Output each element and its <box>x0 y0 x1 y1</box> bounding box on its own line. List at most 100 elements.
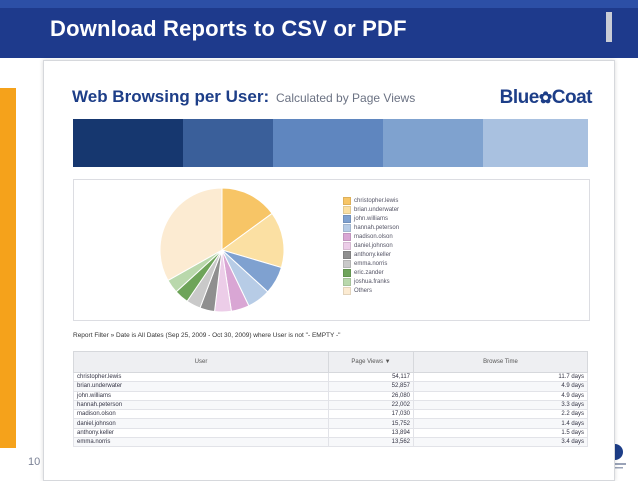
legend-label: christopher.lewis <box>354 197 399 204</box>
report-banner <box>73 119 588 167</box>
banner-tile <box>383 119 483 167</box>
page-views-label: Page Views <box>351 359 383 365</box>
report-screenshot: Web Browsing per User: Calculated by Pag… <box>43 60 615 481</box>
cell-browse-time: 1.4 days <box>413 418 588 429</box>
legend-swatch <box>343 250 351 259</box>
legend-item: emma.norris <box>343 259 399 268</box>
legend-label: daniel.johnson <box>354 242 393 249</box>
table-row[interactable]: hannah.peterson 22,002 3.3 days <box>73 399 588 411</box>
table-header-row: User Page Views ▼ Browse Time <box>73 351 588 373</box>
cell-browse-time: 3.3 days <box>413 399 588 411</box>
column-header-user[interactable]: User <box>73 351 329 373</box>
legend-item: madison.olson <box>343 232 399 241</box>
slide-number: 10 <box>28 456 41 468</box>
cell-browse-time: 4.9 days <box>413 381 588 392</box>
pie-chart <box>159 187 285 313</box>
cell-page-views: 52,857 <box>328 381 414 392</box>
legend-swatch <box>343 268 351 277</box>
legend-item: anthony.keller <box>343 250 399 259</box>
table-row[interactable]: emma.norris 13,562 3.4 days <box>73 437 588 448</box>
cell-user: john.williams <box>73 390 329 401</box>
legend-item: hannah.peterson <box>343 223 399 232</box>
legend-swatch <box>343 232 351 241</box>
table-row[interactable]: madison.olson 17,030 2.2 days <box>73 409 588 420</box>
report-subtitle: Calculated by Page Views <box>276 91 416 105</box>
legend-swatch <box>343 223 351 232</box>
legend-label: madison.olson <box>354 233 393 240</box>
report-title: Web Browsing per User: <box>72 87 270 106</box>
cell-page-views: 26,080 <box>328 390 414 401</box>
cell-page-views: 17,030 <box>328 409 414 420</box>
banner-tile <box>73 119 183 167</box>
table-body: christopher.lewis 54,117 11.7 days brian.un… <box>73 371 588 448</box>
legend-label: Others <box>354 287 373 294</box>
chart-legend: christopher.lewis brian.underwater john.wi… <box>343 196 399 295</box>
left-accent-bar <box>0 58 16 479</box>
cell-page-views: 13,562 <box>328 437 414 448</box>
table-row[interactable]: john.williams 26,080 4.9 days <box>73 390 588 401</box>
legend-item: joshua.franks <box>343 277 399 286</box>
column-header-browse-time[interactable]: Browse Time <box>413 351 588 373</box>
banner-tile <box>273 119 383 167</box>
slide-header: Download Reports to CSV or PDF <box>0 0 638 58</box>
report-table: User Page Views ▼ Browse Time christophe… <box>73 351 588 448</box>
header-stripe <box>0 0 638 8</box>
cell-browse-time: 11.7 days <box>413 371 588 383</box>
table-row[interactable]: brian.underwater 52,857 4.9 days <box>73 381 588 392</box>
table-row[interactable]: christopher.lewis 54,117 11.7 days <box>73 371 588 383</box>
orange-accent <box>0 88 16 448</box>
legend-swatch <box>343 259 351 268</box>
legend-item: eric.zander <box>343 268 399 277</box>
column-header-page-views[interactable]: Page Views ▼ <box>328 351 414 373</box>
cell-user: anthony.keller <box>73 427 329 439</box>
cell-page-views: 54,117 <box>328 371 414 383</box>
cell-user: christopher.lewis <box>73 371 329 383</box>
legend-item: john.williams <box>343 214 399 223</box>
cell-user: emma.norris <box>73 437 329 448</box>
report-filter: Report Filter » Date is All Dates (Sep 2… <box>73 332 341 339</box>
sort-desc-icon: ▼ <box>384 359 391 365</box>
brand-text-end: Coat <box>551 87 593 108</box>
banner-tile <box>483 119 588 167</box>
legend-item: Others <box>343 286 399 295</box>
legend-label: anthony.keller <box>354 251 391 258</box>
legend-item: daniel.johnson <box>343 241 399 250</box>
legend-swatch <box>343 214 351 223</box>
pie-chart-panel: christopher.lewis brian.underwater john.wi… <box>73 179 590 321</box>
legend-label: john.williams <box>354 215 389 222</box>
cell-browse-time: 3.4 days <box>413 437 588 448</box>
legend-swatch <box>343 196 351 205</box>
pie-slice-brian-underwater <box>220 212 285 269</box>
table-row[interactable]: daniel.johnson 15,752 1.4 days <box>73 418 588 429</box>
cell-page-views: 15,752 <box>328 418 414 429</box>
gear-icon: ✿ <box>538 90 552 107</box>
cell-browse-time: 2.2 days <box>413 409 588 420</box>
legend-label: brian.underwater <box>354 206 400 213</box>
banner-tile <box>183 119 273 167</box>
cell-browse-time: 4.9 days <box>413 390 588 401</box>
brand-logo: Blue✿Coat <box>499 87 593 109</box>
cell-user: brian.underwater <box>73 381 329 392</box>
table-row[interactable]: anthony.keller 13,894 1.5 days <box>73 427 588 439</box>
brand-text-start: Blue <box>499 87 540 108</box>
header-accent-bar <box>606 12 612 42</box>
legend-item: christopher.lewis <box>343 196 399 205</box>
legend-item: brian.underwater <box>343 205 399 214</box>
legend-label: eric.zander <box>354 269 384 276</box>
cell-page-views: 13,894 <box>328 427 414 439</box>
cell-user: madison.olson <box>73 409 329 420</box>
legend-swatch <box>343 277 351 286</box>
cell-user: daniel.johnson <box>73 418 329 429</box>
pie-slice-others <box>159 187 223 282</box>
cell-user: hannah.peterson <box>73 399 329 411</box>
legend-swatch <box>343 205 351 214</box>
pie-slice-christopher-lewis <box>221 187 273 251</box>
legend-swatch <box>343 286 351 295</box>
legend-label: joshua.franks <box>354 278 390 285</box>
cell-page-views: 22,002 <box>328 399 414 411</box>
legend-swatch <box>343 241 351 250</box>
cell-browse-time: 1.5 days <box>413 427 588 439</box>
slide-title: Download Reports to CSV or PDF <box>50 16 407 41</box>
legend-label: hannah.peterson <box>354 224 400 231</box>
legend-label: emma.norris <box>354 260 388 267</box>
